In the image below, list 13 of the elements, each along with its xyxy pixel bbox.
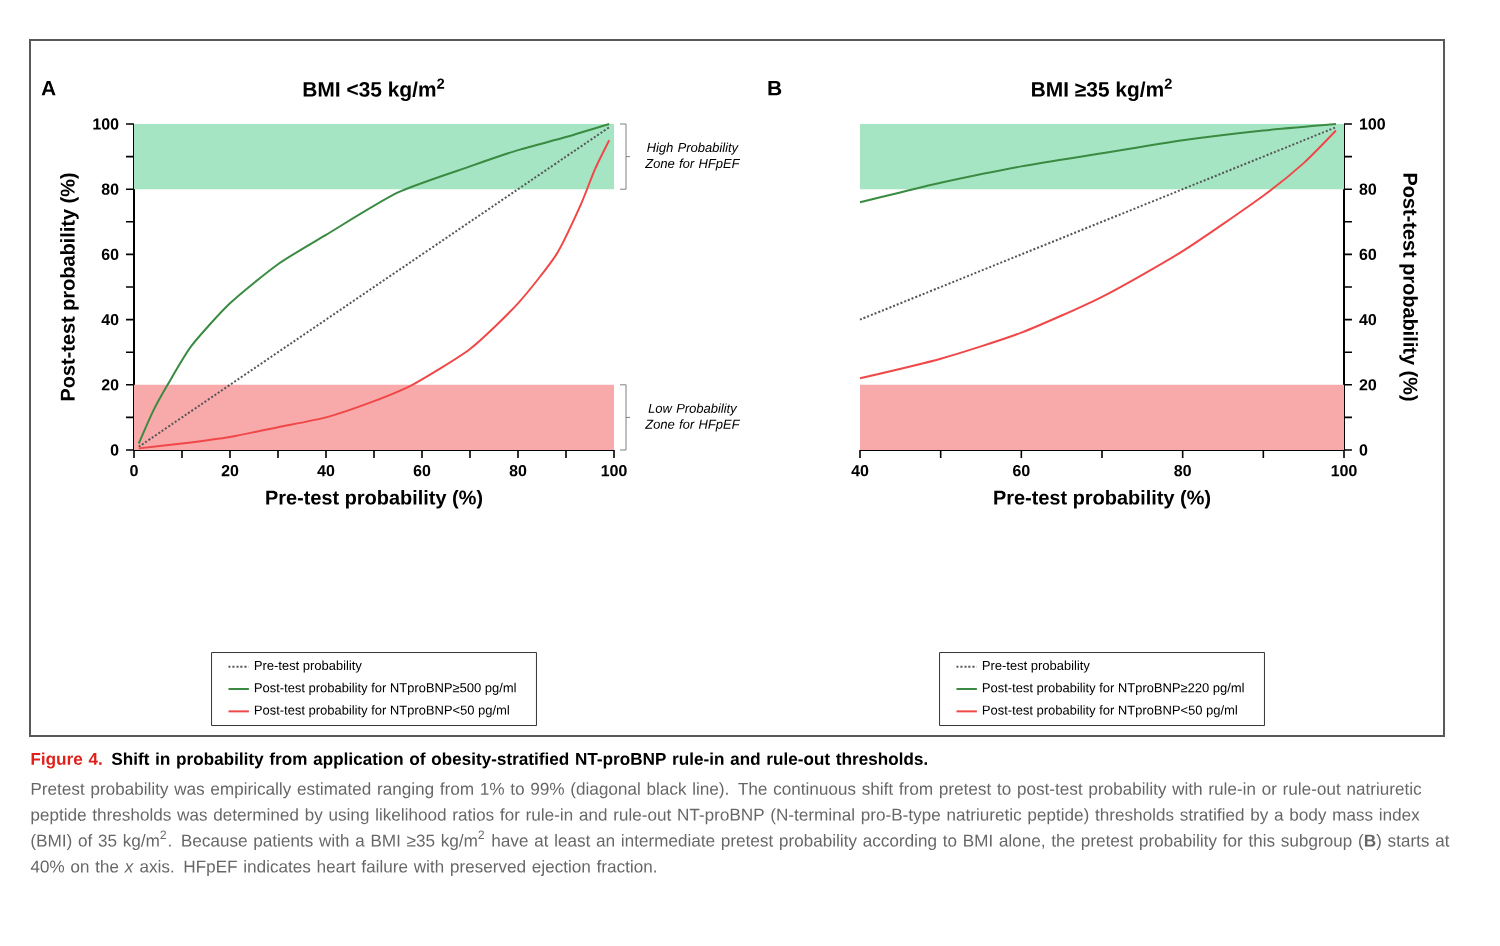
text: Pretest probability was empirically estimated ranging from 1% to 99% (diagonal black line). The continuous shift from pretest to post-test probability with rule-in or rule-out natriuretic peptide thresholds was determined by using likelihood ratios for rule-in and rule-out NT-proBNP (N-terminal pro-B-type natriuretic peptide) thresholds stratified by a body mass index (BMI) of 35 kg/m$^{2}$. Because patients with a BMI ≥35 kg/m$^{2}$ have at least an intermediate pretest probability according to BMI alone, the pretest probability for this subgroup (B) starts at 40% on the x axis. HFpEF indicates heart failure with preserved ejection fraction.	[30, 782, 1450, 876]
line-series	[859, 129, 1337, 380]
text: Shift in probability from application of obesity-stratified NT-proBNP rule-in and rule-out thresholds.	[111, 752, 928, 769]
text: A	[41, 80, 56, 96]
x-axis-title: Pre-test probability (%)	[266, 489, 483, 509]
line-series	[859, 123, 1337, 204]
chart-title: BMI ≥35 kg/m$^{2}$	[1032, 78, 1172, 102]
caption: Figure 4.	[31, 752, 102, 769]
chart-title: BMI <35 kg/m$^{2}$	[303, 78, 445, 102]
x-axis-title: Pre-test probability (%)	[994, 489, 1211, 509]
text: B	[768, 80, 782, 96]
y-axis-title: Post-test probability (%)	[60, 173, 79, 401]
y2-axis-title: Post-test probability (%)	[1399, 173, 1418, 401]
